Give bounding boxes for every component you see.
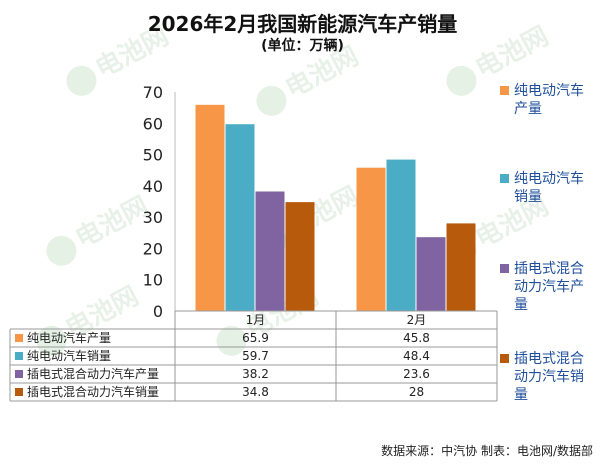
table-series-name: 纯电动汽车销量 [27, 348, 111, 363]
legend-item: 纯电动汽车 产量 [500, 82, 600, 118]
x-tick-label: 2月 [407, 313, 427, 327]
data-label: 59.7 [242, 349, 269, 363]
legend-label: 插电式混合 [514, 261, 584, 277]
bar [255, 191, 285, 311]
legend-label: 销量 [514, 189, 542, 205]
bar [195, 104, 225, 311]
legend-swatch [500, 264, 509, 273]
legend-swatch [500, 354, 509, 363]
legend-item: 插电式混合动力汽车销量 [500, 350, 600, 404]
y-tick-label: 0 [153, 302, 163, 321]
legend-swatch [500, 174, 509, 183]
bar [356, 167, 386, 311]
data-label: 48.4 [403, 349, 430, 363]
bar [386, 159, 416, 311]
chart-subtitle: (单位：万辆) [261, 38, 344, 54]
legend-label: 产量 [514, 101, 542, 117]
bar [285, 202, 315, 311]
bar [416, 237, 446, 311]
y-tick-label: 50 [143, 146, 163, 165]
legend-label: 动力汽车产 [514, 279, 584, 295]
legend-label: 插电式混合 [514, 351, 584, 367]
legend-item: 插电式混合动力汽车产量 [500, 260, 600, 314]
x-tick-label: 1月 [246, 313, 266, 327]
bar [225, 124, 255, 311]
legend-swatch [500, 86, 509, 95]
legend-label: 动力汽车销 [514, 369, 584, 385]
bar [446, 223, 476, 311]
data-label: 45.8 [403, 331, 430, 345]
chart-title: 2026年2月我国新能源汽车产销量 [147, 12, 458, 36]
data-label: 28 [409, 385, 424, 399]
legend-label: 量 [514, 387, 528, 403]
source-note: 数据来源：中汽协 制表：电池网/数据部 [381, 444, 593, 458]
y-tick-label: 70 [143, 83, 163, 102]
table-series-name: 插电式混合动力汽车销量 [27, 384, 159, 399]
legend-label: 纯电动汽车 [514, 171, 584, 187]
table-series-name: 纯电动汽车产量 [27, 330, 111, 345]
legend-label: 纯电动汽车 [514, 83, 584, 99]
data-label: 65.9 [242, 331, 269, 345]
legend-item: 纯电动汽车 销量 [500, 170, 600, 206]
table-legend-swatch [15, 370, 23, 378]
data-label: 23.6 [403, 367, 430, 381]
data-label: 34.8 [242, 385, 269, 399]
legend-label: 量 [514, 297, 528, 313]
table-legend-swatch [15, 334, 23, 342]
y-tick-label: 20 [143, 239, 163, 258]
y-tick-label: 10 [143, 271, 163, 290]
table-legend-swatch [15, 388, 23, 396]
y-tick-label: 60 [143, 114, 163, 133]
y-tick-label: 30 [143, 208, 163, 227]
data-label: 38.2 [242, 367, 269, 381]
table-series-name: 插电式混合动力汽车产量 [27, 366, 159, 381]
table-legend-swatch [15, 352, 23, 360]
y-tick-label: 40 [143, 177, 163, 196]
